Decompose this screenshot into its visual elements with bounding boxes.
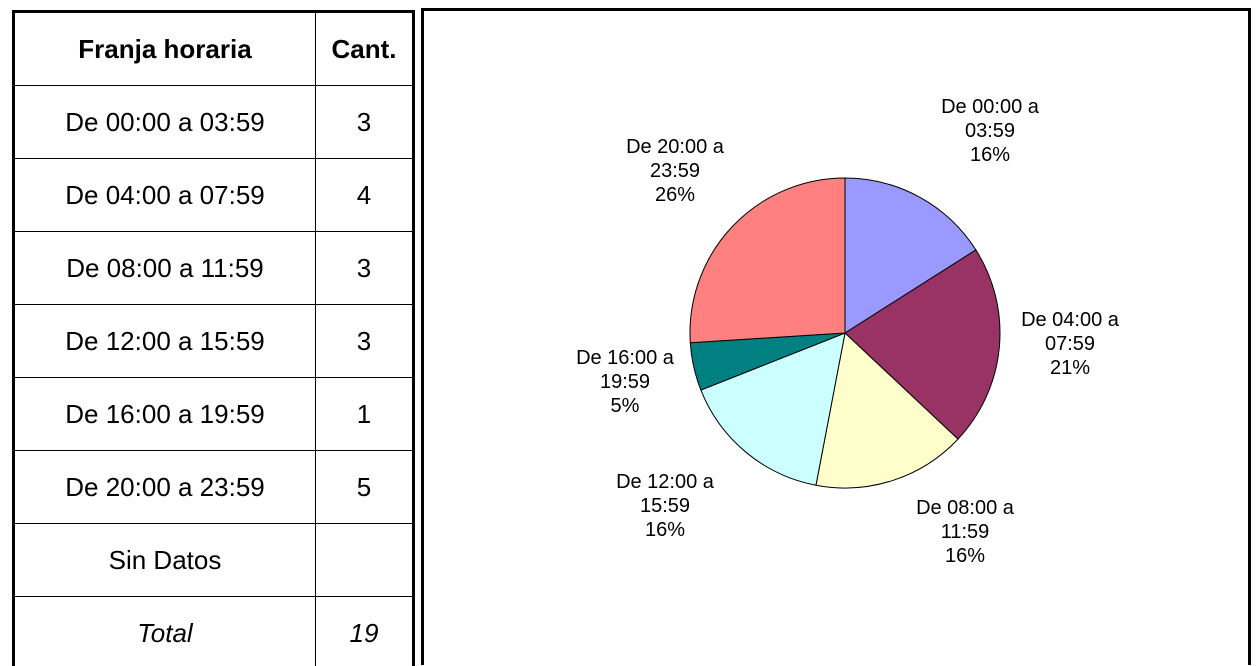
slice-percent: 5%	[610, 395, 640, 417]
table-row: De 08:00 a 11:59 3	[13, 231, 414, 305]
table-row: De 00:00 a 03:59 3	[13, 85, 414, 159]
table-cell: 4	[315, 158, 414, 232]
slice-label: De 16:00 a 19:59 5%	[555, 346, 695, 418]
slice-category: De 08:00 a 11:59	[916, 497, 1014, 543]
table-row: De 20:00 a 23:59 5	[13, 450, 414, 524]
table-row: De 12:00 a 15:59 3	[13, 304, 414, 378]
slice-category: De 20:00 a 23:59	[626, 136, 724, 182]
header-cell: Franja horaria	[13, 11, 316, 86]
table-cell: Sin Datos	[13, 523, 316, 597]
pie-slice	[700, 332, 846, 486]
slice-label: De 04:00 a 07:59 21%	[1000, 308, 1140, 380]
total-row: Total 19	[13, 596, 414, 666]
table-cell: De 04:00 a 07:59	[13, 158, 316, 232]
table-cell: De 16:00 a 19:59	[13, 377, 316, 451]
table-cell: De 12:00 a 15:59	[13, 304, 316, 378]
slice-percent: 16%	[944, 545, 986, 567]
pie-slice	[844, 249, 1001, 440]
slice-percent: 16%	[969, 144, 1011, 166]
data-table: Franja horaria Cant. De 00:00 a 03:59 3 De 0…	[12, 10, 415, 666]
header-row: Franja horaria Cant.	[13, 11, 414, 86]
total-cell: 19	[315, 596, 414, 666]
table-cell: De 08:00 a 11:59	[13, 231, 316, 305]
slice-label: De 08:00 a 11:59 16%	[895, 496, 1035, 568]
slice-category: De 16:00 a 19:59	[576, 347, 674, 393]
table-cell: 3	[315, 85, 414, 159]
table-cell: 3	[315, 304, 414, 378]
table-cell	[315, 523, 414, 597]
slice-label: De 00:00 a 03:59 16%	[920, 95, 1060, 167]
slice-percent: 21%	[1049, 357, 1091, 379]
slice-percent: 16%	[644, 519, 686, 541]
pie-slice	[815, 332, 959, 489]
table-row: Sin Datos	[13, 523, 414, 597]
total-cell: Total	[13, 596, 316, 666]
slice-category: De 12:00 a 15:59	[616, 471, 714, 517]
slice-percent: 26%	[654, 184, 696, 206]
header-cell: Cant.	[315, 11, 414, 86]
pie-slice	[689, 177, 846, 344]
chart-box	[421, 8, 1251, 665]
slice-category: De 04:00 a 07:59	[1021, 309, 1119, 355]
table-cell: 5	[315, 450, 414, 524]
table-row: De 04:00 a 07:59 4	[13, 158, 414, 232]
pie-slice	[844, 177, 977, 334]
table-cell: 1	[315, 377, 414, 451]
slice-category: De 00:00 a 03:59	[941, 96, 1039, 142]
table-row: De 16:00 a 19:59 1	[13, 377, 414, 451]
slice-label: De 20:00 a 23:59 26%	[605, 135, 745, 207]
slice-label: De 12:00 a 15:59 16%	[595, 470, 735, 542]
table-cell: De 20:00 a 23:59	[13, 450, 316, 524]
